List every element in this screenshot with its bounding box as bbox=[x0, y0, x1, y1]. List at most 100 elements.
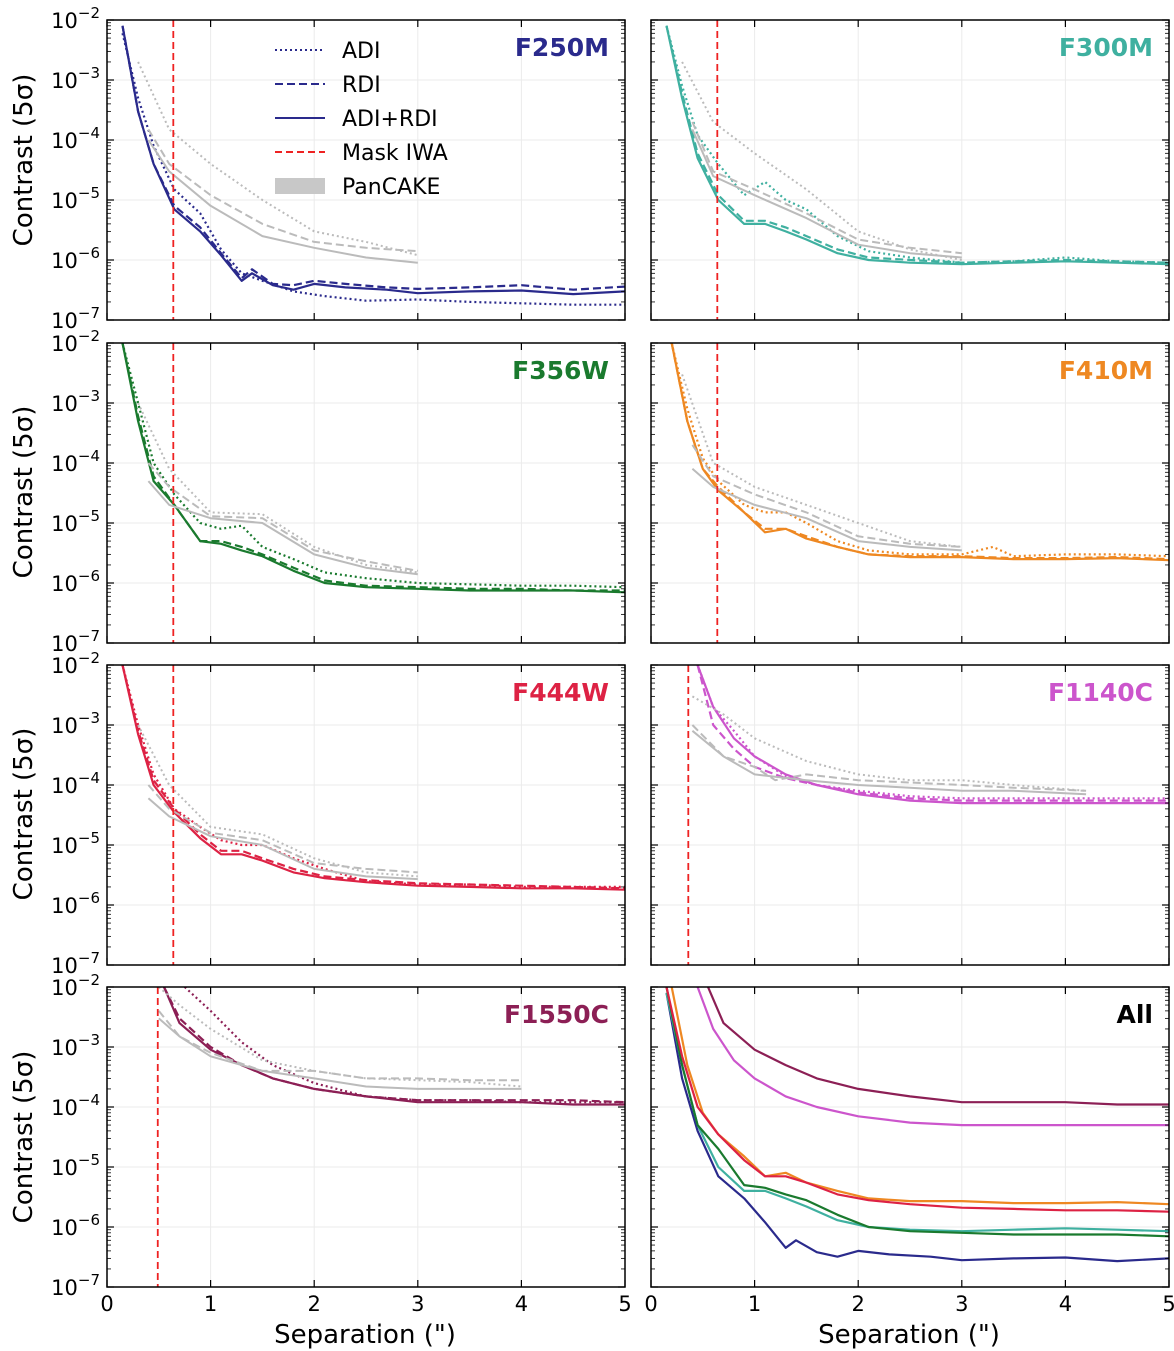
x-tick-label: 3 bbox=[411, 1292, 424, 1316]
legend-item-pancake: PanCAKE bbox=[275, 175, 440, 200]
panel-f1140c: F1140C bbox=[650, 664, 1170, 966]
x-tick-label: 4 bbox=[515, 1292, 528, 1316]
y-tick-label: 10−4 bbox=[51, 124, 100, 153]
y-tick-label: 10−2 bbox=[51, 327, 100, 356]
series-line-pancake-rdi bbox=[158, 1010, 522, 1082]
series-line-pancake-adi-rdi bbox=[147, 139, 418, 264]
series-line-rdi bbox=[121, 665, 625, 890]
series-line-pancake-adi-rdi bbox=[691, 128, 962, 259]
y-tick-label: 10−5 bbox=[51, 1151, 100, 1180]
panel-title: F356W bbox=[512, 356, 609, 385]
x-tick-label: 1 bbox=[748, 1292, 761, 1316]
series-line-adi-rdi bbox=[121, 665, 625, 891]
series-line-f410m bbox=[670, 987, 1169, 1206]
series-line-pancake-rdi bbox=[691, 121, 962, 255]
legend-label: ADI+RDI bbox=[342, 107, 438, 132]
series-line-adi-rdi bbox=[670, 343, 1169, 562]
legend-item-adi-rdi: ADI+RDI bbox=[275, 107, 438, 132]
panel-frame bbox=[650, 986, 1170, 1288]
series-line-pancake-rdi bbox=[147, 462, 418, 572]
legend-item-adi: ADI bbox=[275, 39, 380, 64]
panel-title: F1550C bbox=[504, 1000, 609, 1029]
series-line-adi bbox=[121, 33, 625, 306]
series-line-f1140c bbox=[696, 987, 1169, 1127]
series-line-pancake-adi bbox=[691, 695, 1087, 792]
x-tick-label: 4 bbox=[1059, 1292, 1072, 1316]
x-tick-label: 1 bbox=[204, 1292, 217, 1316]
series-line-rdi bbox=[121, 343, 625, 592]
panel-frame bbox=[106, 664, 626, 966]
series-line-pancake-rdi bbox=[147, 784, 418, 874]
series-line-pancake-adi bbox=[137, 724, 418, 878]
legend-label: RDI bbox=[342, 73, 381, 98]
series-line-pancake-adi bbox=[137, 61, 419, 257]
legend-item-rdi: RDI bbox=[275, 73, 381, 98]
y-axis-label-row1: Contrast (5σ) bbox=[9, 74, 39, 247]
y-tick-label: 10−3 bbox=[51, 1031, 100, 1060]
legend-item-mask-iwa: Mask IWA bbox=[275, 141, 448, 166]
series-line-f1550c bbox=[706, 987, 1169, 1106]
y-tick-label: 10−5 bbox=[51, 507, 100, 536]
series-line-rdi bbox=[696, 665, 1169, 802]
panel-frame bbox=[106, 342, 626, 644]
panel-frame bbox=[650, 19, 1170, 321]
series-line-pancake-adi-rdi bbox=[158, 1017, 522, 1090]
y-axis-label-row3: Contrast (5σ) bbox=[9, 728, 39, 901]
panel-f1550c: F1550C 10−2 10−3 10−4 10−5 10−6 10−70 1 2 3 4 5 bbox=[51, 971, 632, 1316]
series-line-pancake-adi-rdi bbox=[147, 480, 418, 576]
y-tick-label: 10−6 bbox=[51, 567, 100, 596]
y-axis-label-row2: Contrast (5σ) bbox=[9, 406, 39, 579]
series-line-rdi bbox=[121, 25, 625, 291]
y-tick-label: 10−2 bbox=[51, 971, 100, 1000]
series-line-adi bbox=[696, 665, 1169, 800]
legend: ADI RDI ADI+RDI Mask IWA PanCAKE bbox=[275, 39, 448, 200]
series-line-adi bbox=[121, 343, 625, 589]
panel-frame bbox=[106, 986, 626, 1288]
panel-frame bbox=[650, 342, 1170, 644]
legend-label: ADI bbox=[342, 39, 380, 64]
y-tick-label: 10−5 bbox=[51, 184, 100, 213]
panel-f300m: F300M bbox=[650, 19, 1170, 321]
series-line-pancake-adi bbox=[158, 987, 522, 1088]
series-line-pancake-rdi bbox=[691, 444, 962, 548]
series-line-pancake-adi-rdi bbox=[691, 468, 962, 552]
y-tick-label: 10−4 bbox=[51, 1091, 100, 1120]
series-line-pancake-rdi bbox=[147, 128, 418, 253]
series-line-f250m bbox=[665, 992, 1169, 1263]
y-tick-label: 10−3 bbox=[51, 64, 100, 93]
x-tick-label: 2 bbox=[308, 1292, 321, 1316]
panel-f410m: F410M bbox=[650, 342, 1170, 644]
x-axis-label-right: Separation (") bbox=[818, 1320, 1000, 1350]
series-line-f356w bbox=[665, 987, 1169, 1238]
x-tick-label: 0 bbox=[100, 1292, 113, 1316]
panel-title: F410M bbox=[1059, 356, 1153, 385]
series-line-adi-rdi bbox=[121, 25, 625, 296]
y-tick-label: 10−6 bbox=[51, 244, 100, 273]
panel-all: All 0 1 2 3 4 5 bbox=[644, 986, 1174, 1316]
series-line-pancake-adi-rdi bbox=[147, 797, 418, 881]
y-tick-label: 10−3 bbox=[51, 709, 100, 738]
series-line-pancake-adi bbox=[681, 61, 963, 261]
series-line-adi-rdi bbox=[121, 343, 625, 594]
panel-title: F1140C bbox=[1048, 678, 1153, 707]
x-axis-label-left: Separation (") bbox=[274, 1320, 456, 1350]
panel-title: All bbox=[1117, 1000, 1154, 1029]
series-line-pancake-adi-rdi bbox=[691, 730, 1087, 796]
series-line-pancake-adi bbox=[137, 402, 418, 574]
series-line-adi-rdi bbox=[162, 987, 625, 1106]
y-tick-label: 10−2 bbox=[51, 4, 100, 33]
panel-frame bbox=[650, 664, 1170, 966]
y-tick-label: 10−5 bbox=[51, 829, 100, 858]
x-tick-label: 5 bbox=[1162, 1292, 1174, 1316]
x-tick-label: 5 bbox=[618, 1292, 631, 1316]
y-tick-label: 10−6 bbox=[51, 1211, 100, 1240]
x-tick-label: 0 bbox=[644, 1292, 657, 1316]
series-line-adi-rdi bbox=[665, 25, 1169, 266]
x-tick-label: 2 bbox=[852, 1292, 865, 1316]
legend-label: Mask IWA bbox=[342, 141, 448, 166]
series-line-pancake-rdi bbox=[691, 724, 1087, 792]
y-tick-label: 10−7 bbox=[51, 1271, 100, 1300]
